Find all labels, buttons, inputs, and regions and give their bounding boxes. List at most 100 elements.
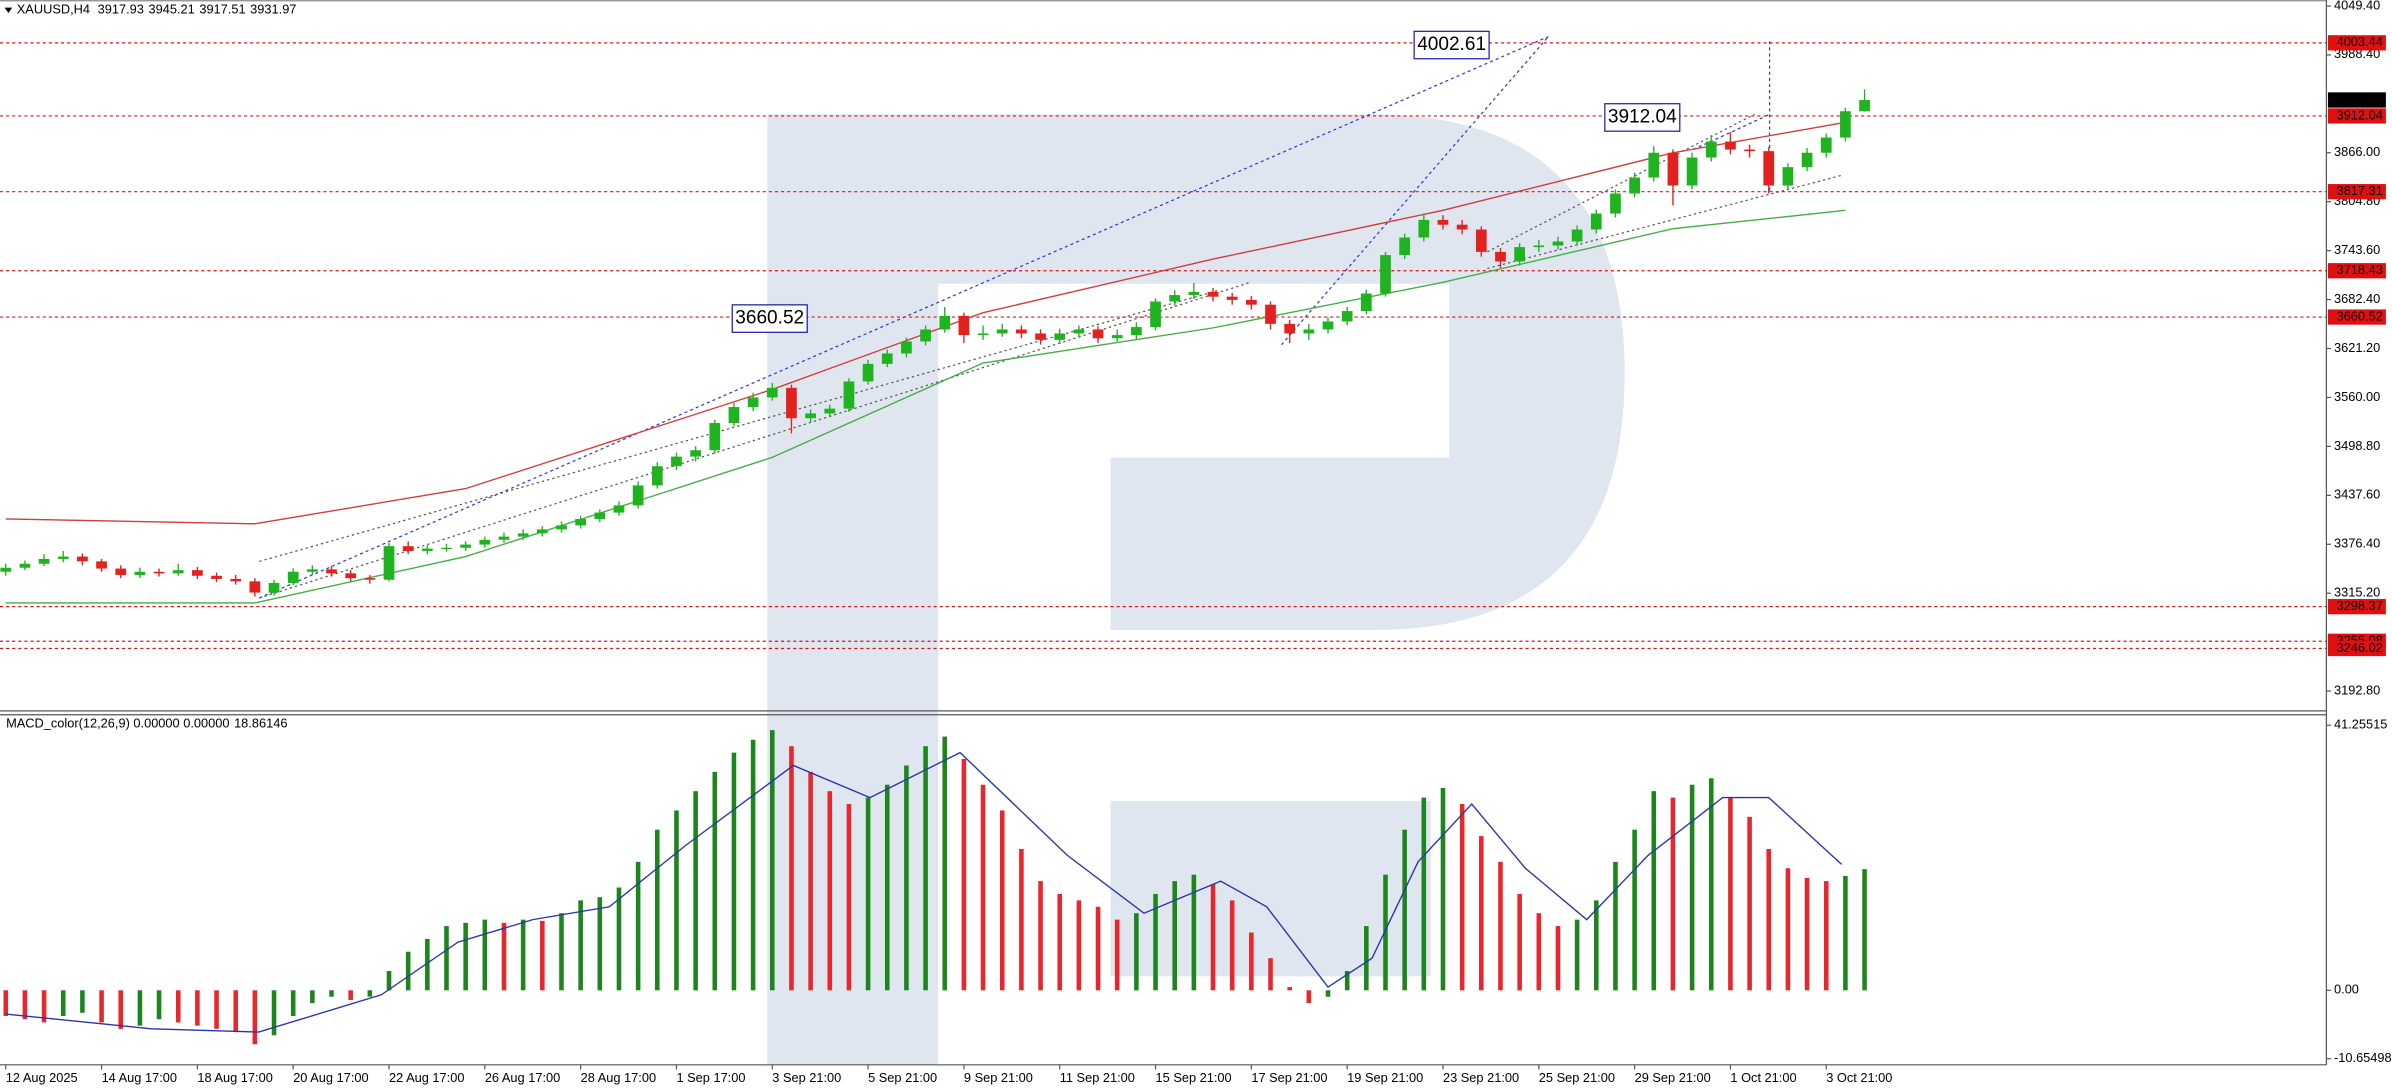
- histogram-bar: [137, 990, 143, 1026]
- candle-body: [441, 547, 452, 549]
- candle-body: [134, 571, 146, 575]
- candle-body: [153, 571, 165, 574]
- candle-body: [843, 381, 855, 409]
- histogram-bar: [1747, 816, 1752, 991]
- histogram-bar: [1383, 874, 1388, 991]
- histogram-bar: [367, 990, 373, 997]
- histogram-bar: [1038, 881, 1043, 991]
- candle-body: [1859, 99, 1870, 112]
- level-label-box: [2327, 599, 2386, 615]
- histogram-bar: [99, 990, 104, 1023]
- candle-body: [345, 573, 357, 579]
- x-tick-label: 25 Sep 21:00: [1539, 1070, 1615, 1085]
- candle-body: [1610, 193, 1621, 214]
- candle-body: [1207, 291, 1219, 297]
- indicator-header: MACD_color(12,26,9) 0.00000 0.00000 18.86…: [6, 716, 287, 731]
- candle-body: [211, 575, 222, 579]
- candle-body: [77, 556, 88, 562]
- candle-body: [517, 533, 529, 537]
- close-value: 3931.97: [250, 2, 296, 17]
- histogram-bar: [271, 990, 277, 1036]
- candle-body: [1265, 304, 1276, 324]
- histogram-bar: [1459, 804, 1465, 991]
- candle-body: [421, 548, 433, 551]
- histogram-bar: [1536, 913, 1542, 991]
- histogram-bar: [1114, 919, 1120, 991]
- candle-body: [1801, 152, 1813, 168]
- candle-body: [613, 505, 625, 513]
- candle-body: [881, 353, 893, 364]
- indicator-value: 18.86146: [234, 716, 287, 731]
- histogram-bar: [980, 784, 986, 991]
- histogram-bar: [310, 990, 315, 1004]
- candle-body: [1399, 237, 1411, 256]
- candle-body: [594, 512, 606, 519]
- candle-body: [536, 529, 548, 534]
- histogram-bar: [961, 759, 967, 991]
- y-tick-label: 3315.20: [2334, 585, 2380, 600]
- candle-body: [939, 315, 951, 330]
- x-tick-label: 19 Sep 21:00: [1347, 1070, 1423, 1085]
- candle-body: [38, 558, 50, 564]
- candle-body: [1188, 291, 1200, 296]
- histogram-bar: [616, 887, 622, 991]
- candle-body: [57, 556, 69, 559]
- menu-arrow[interactable]: [4, 7, 13, 13]
- level-label: 3817.31: [2337, 183, 2383, 198]
- histogram-bar: [846, 804, 852, 991]
- x-tick-label: 22 Aug 17:00: [389, 1070, 464, 1085]
- candle-body: [1437, 219, 1449, 225]
- x-tick-label: 23 Sep 21:00: [1443, 1070, 1519, 1085]
- candle-body: [862, 363, 874, 382]
- histogram-bar: [1421, 797, 1427, 991]
- x-tick-label: 18 Aug 17:00: [197, 1070, 272, 1085]
- x-tick-label: 29 Sep 21:00: [1635, 1070, 1711, 1085]
- candle-body: [1590, 213, 1602, 230]
- moving-average: [5, 209, 1846, 604]
- histogram-bar: [463, 922, 468, 991]
- candle-body: [1035, 333, 1046, 340]
- price-annotation: 3912.04: [1608, 106, 1677, 127]
- histogram-bar: [1306, 990, 1312, 1004]
- histogram-bar: [597, 897, 603, 991]
- histogram-bar: [1479, 836, 1484, 991]
- candle-body: [901, 341, 912, 354]
- histogram-bar: [405, 951, 411, 991]
- histogram-bar: [1728, 797, 1733, 991]
- histogram-bar: [808, 771, 813, 991]
- candle-body: [1782, 167, 1794, 186]
- candle-body: [383, 546, 395, 580]
- y-tick-label: 3866.00: [2334, 144, 2380, 159]
- histogram-bar: [1134, 913, 1139, 991]
- candle-body: [1341, 311, 1353, 322]
- x-tick-label: 28 Aug 17:00: [581, 1070, 656, 1085]
- y-tick-label: 4049.40: [2334, 0, 2380, 12]
- price-label: 3931.97: [2337, 91, 2383, 106]
- candle-body: [19, 563, 31, 568]
- price-annotation: 3660.52: [735, 308, 804, 329]
- histogram-bar: [22, 990, 28, 1020]
- level-label: 3912.04: [2337, 107, 2383, 122]
- candle-body: [1150, 301, 1161, 328]
- y-tick-label: 3437.60: [2334, 487, 2380, 502]
- histogram-bar: [41, 990, 47, 1023]
- histogram-bar: [712, 771, 718, 991]
- candle-body: [632, 485, 644, 506]
- histogram-bar: [1708, 778, 1714, 991]
- x-tick-label: 12 Aug 2025: [6, 1070, 78, 1085]
- annotation-box: [1413, 30, 1490, 60]
- x-tick-label: 9 Sep 21:00: [964, 1070, 1033, 1085]
- candle-body: [326, 569, 337, 574]
- histogram-bar: [750, 739, 756, 991]
- histogram-bar: [1172, 881, 1177, 991]
- histogram-bar: [540, 920, 545, 991]
- histogram-bar: [1402, 829, 1407, 991]
- x-tick-label: 17 Sep 21:00: [1251, 1070, 1327, 1085]
- histogram-bar: [60, 990, 66, 1016]
- level-label: 3718.43: [2337, 262, 2383, 277]
- candle-body: [1552, 241, 1564, 246]
- candle-body: [766, 387, 778, 398]
- x-tick-label: 5 Sep 21:00: [868, 1070, 937, 1085]
- candle-body: [1648, 152, 1660, 178]
